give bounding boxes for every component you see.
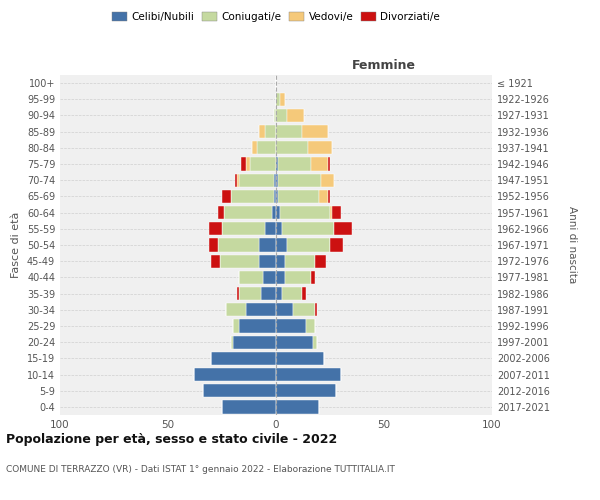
Bar xyxy=(293,303,315,316)
Bar xyxy=(218,238,259,252)
Bar xyxy=(283,287,302,300)
Bar xyxy=(226,303,246,316)
Bar xyxy=(278,174,322,187)
Bar xyxy=(246,303,276,316)
Bar xyxy=(237,287,239,300)
Bar xyxy=(276,254,284,268)
Bar xyxy=(233,320,239,332)
Bar xyxy=(306,320,315,332)
Bar xyxy=(280,92,284,106)
Bar xyxy=(239,270,263,284)
Bar xyxy=(241,158,246,170)
Bar xyxy=(250,158,276,170)
Bar xyxy=(287,238,330,252)
Bar xyxy=(203,384,276,398)
Bar xyxy=(237,174,239,187)
Bar xyxy=(257,141,276,154)
Bar xyxy=(276,352,323,365)
Bar xyxy=(233,336,276,349)
Bar xyxy=(315,254,326,268)
Bar xyxy=(218,206,224,220)
Bar xyxy=(283,222,334,235)
Bar xyxy=(211,352,276,365)
Bar xyxy=(246,158,250,170)
Bar xyxy=(209,238,218,252)
Bar xyxy=(220,254,259,268)
Bar xyxy=(311,158,328,170)
Bar xyxy=(274,174,276,187)
Bar xyxy=(239,320,276,332)
Bar xyxy=(311,270,315,284)
Bar xyxy=(252,141,257,154)
Bar xyxy=(276,320,306,332)
Bar xyxy=(315,303,317,316)
Bar xyxy=(276,336,313,349)
Bar xyxy=(334,222,352,235)
Text: Femmine: Femmine xyxy=(352,58,416,71)
Y-axis label: Anni di nascita: Anni di nascita xyxy=(566,206,577,284)
Bar xyxy=(276,238,287,252)
Bar xyxy=(284,254,315,268)
Bar xyxy=(272,206,276,220)
Bar xyxy=(328,158,330,170)
Bar xyxy=(278,158,311,170)
Bar xyxy=(194,368,276,381)
Bar xyxy=(302,287,306,300)
Bar xyxy=(276,384,337,398)
Bar xyxy=(330,206,332,220)
Bar xyxy=(259,238,276,252)
Bar xyxy=(274,109,276,122)
Bar xyxy=(276,174,278,187)
Bar xyxy=(239,287,261,300)
Legend: Celibi/Nubili, Coniugati/e, Vedovi/e, Divorziati/e: Celibi/Nubili, Coniugati/e, Vedovi/e, Di… xyxy=(107,8,445,26)
Bar xyxy=(259,254,276,268)
Bar xyxy=(230,336,233,349)
Bar xyxy=(276,368,341,381)
Y-axis label: Fasce di età: Fasce di età xyxy=(11,212,21,278)
Bar xyxy=(259,125,265,138)
Bar xyxy=(276,141,308,154)
Bar xyxy=(263,270,276,284)
Bar xyxy=(284,270,311,284)
Bar xyxy=(276,270,284,284)
Bar xyxy=(276,92,280,106)
Bar xyxy=(276,206,280,220)
Bar xyxy=(224,206,272,220)
Text: Popolazione per età, sesso e stato civile - 2022: Popolazione per età, sesso e stato civil… xyxy=(6,432,337,446)
Bar xyxy=(211,254,220,268)
Bar xyxy=(276,158,278,170)
Bar xyxy=(313,336,317,349)
Bar xyxy=(276,287,283,300)
Bar xyxy=(276,222,283,235)
Bar xyxy=(239,174,274,187)
Bar xyxy=(280,206,330,220)
Bar xyxy=(287,109,304,122)
Bar xyxy=(332,206,341,220)
Bar xyxy=(276,190,278,203)
Text: COMUNE DI TERRAZZO (VR) - Dati ISTAT 1° gennaio 2022 - Elaborazione TUTTITALIA.I: COMUNE DI TERRAZZO (VR) - Dati ISTAT 1° … xyxy=(6,466,395,474)
Bar xyxy=(222,222,265,235)
Bar xyxy=(276,303,293,316)
Bar xyxy=(230,190,274,203)
Bar xyxy=(276,125,302,138)
Bar xyxy=(222,400,276,413)
Bar xyxy=(274,190,276,203)
Bar xyxy=(322,174,334,187)
Bar xyxy=(328,190,330,203)
Bar xyxy=(235,174,237,187)
Bar xyxy=(278,190,319,203)
Bar xyxy=(276,109,287,122)
Bar xyxy=(302,125,328,138)
Bar xyxy=(308,141,332,154)
Bar xyxy=(209,222,222,235)
Bar xyxy=(330,238,343,252)
Bar xyxy=(319,190,328,203)
Bar xyxy=(261,287,276,300)
Bar xyxy=(222,190,230,203)
Bar xyxy=(265,222,276,235)
Bar xyxy=(265,125,276,138)
Bar xyxy=(276,400,319,413)
